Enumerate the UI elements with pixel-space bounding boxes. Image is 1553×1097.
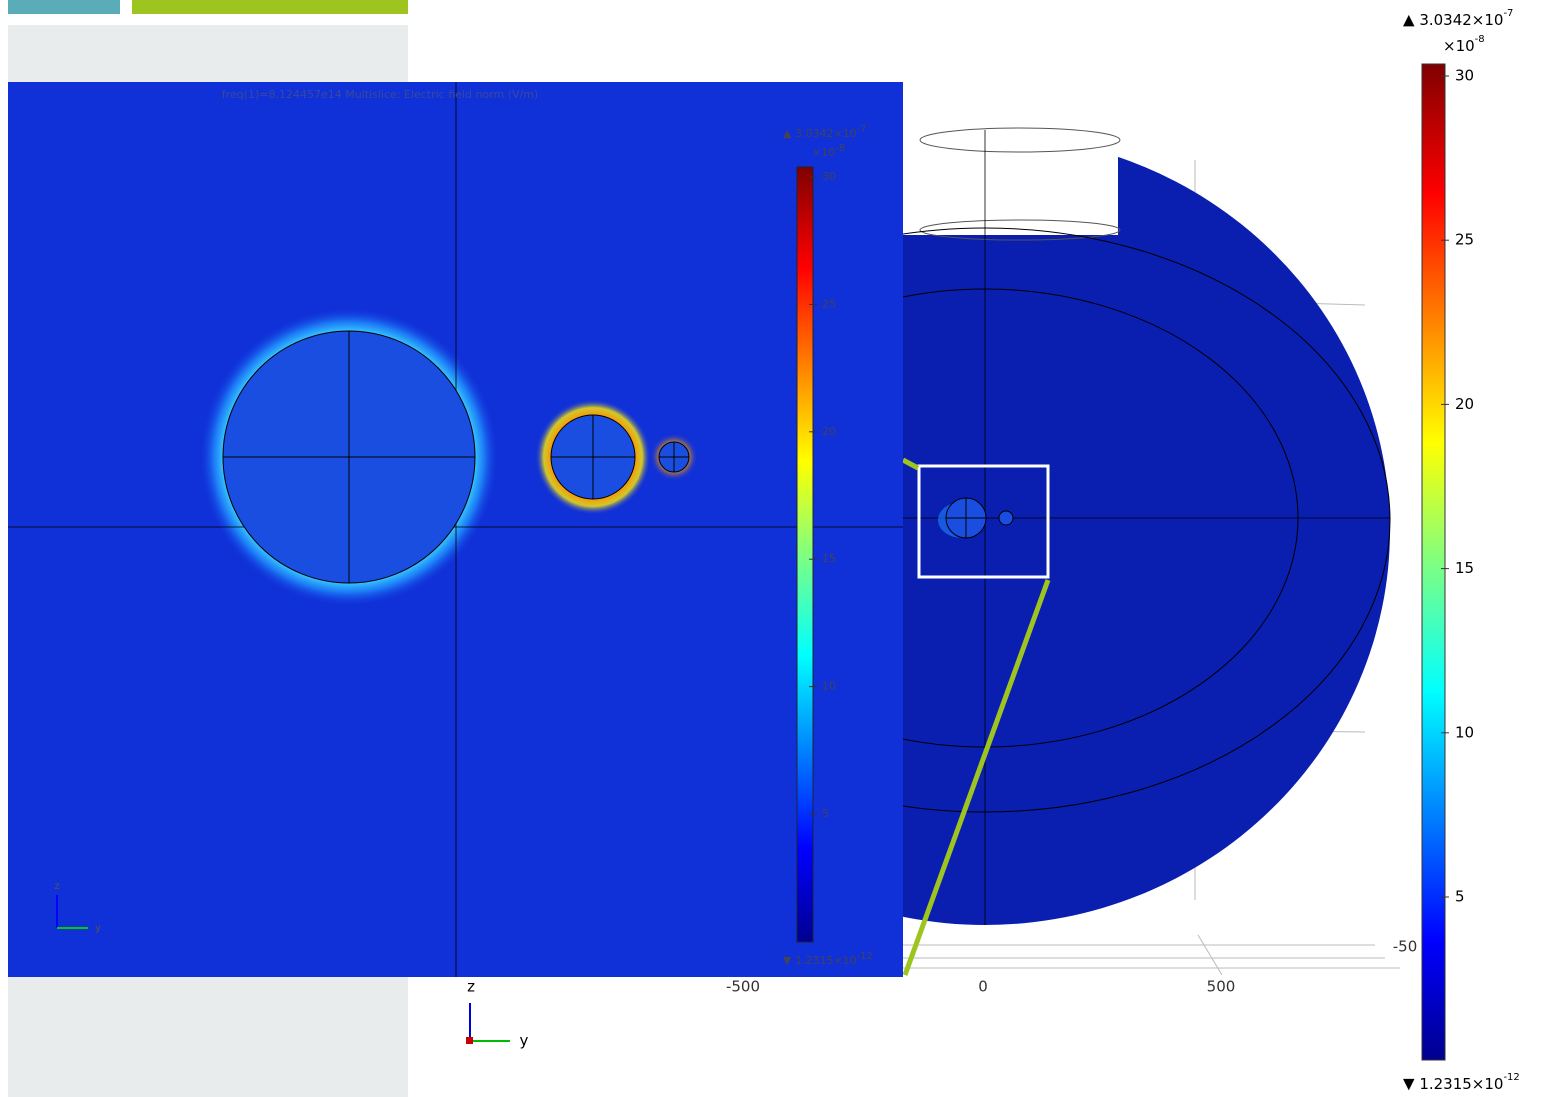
min-label: 1.2315×10 <box>1419 1075 1503 1093</box>
colorbar-tick-label: 15 <box>822 552 836 565</box>
triad-label: y <box>95 923 101 934</box>
colorbar-tick-label: 15 <box>1455 559 1474 577</box>
axis-label: 0 <box>978 978 988 996</box>
colorbar-tick-label: 10 <box>822 680 836 693</box>
colorbar-tick-label: 20 <box>822 425 836 438</box>
screenshot: -500 0 500 -50 0 z y ▲ 3.0342×10-7 ×10-8… <box>0 0 1553 1097</box>
max-exp: -7 <box>1503 8 1513 19</box>
colorbar-tick-label: 30 <box>1455 67 1474 85</box>
triad-label: y <box>520 1032 529 1050</box>
multiplier-exp: -8 <box>1475 34 1485 45</box>
multiplier: ×10 <box>1443 37 1475 55</box>
colorbar-tick-label: 10 <box>1455 723 1474 741</box>
axis-label: -500 <box>726 978 760 996</box>
colorbar-max: ▲ 3.0342×10-7 <box>1403 8 1513 29</box>
min-exp: -12 <box>1503 1072 1519 1083</box>
colorbar-tick-label: 5 <box>1455 888 1465 906</box>
min-label: 1.2315×10 <box>795 954 857 967</box>
multiplier-exp: -8 <box>835 143 845 154</box>
colorbar-tick-label: 30 <box>822 170 836 183</box>
main-colorbar: ▲ 3.0342×10-7 ×10-8 ▼ 1.2315×10-12 30 25 2… <box>1403 8 1520 1093</box>
colorbar-tick-label: 20 <box>1455 395 1474 413</box>
axis-label: -50 <box>1393 938 1418 956</box>
triad-label: z <box>54 881 59 892</box>
min-exp: -12 <box>857 951 873 962</box>
colorbar-min: ▼ 1.2315×10-12 <box>1403 1072 1520 1093</box>
main-triad: z y <box>466 978 529 1050</box>
inset-plot: freq(1)=8.124457e14 Multislice: Electric… <box>8 82 903 977</box>
triad-label: z <box>467 978 475 996</box>
colorbar-tick-label: 25 <box>1455 231 1474 249</box>
max-label: 3.0342×10 <box>795 127 857 140</box>
inset-title: freq(1)=8.124457e14 Multislice: Electric… <box>222 88 538 101</box>
colorbar-multiplier: ×10-8 <box>1443 34 1485 55</box>
max-label: 3.0342×10 <box>1419 11 1503 29</box>
max-exp: -7 <box>857 124 867 135</box>
axis-label: 500 <box>1207 978 1236 996</box>
multiplier: ×10 <box>812 146 835 159</box>
colorbar-max: ▲ 3.0342×10-7 <box>783 124 867 140</box>
colorbar-tick-label: 5 <box>822 807 829 820</box>
colorbar-tick-label: 25 <box>822 297 836 310</box>
